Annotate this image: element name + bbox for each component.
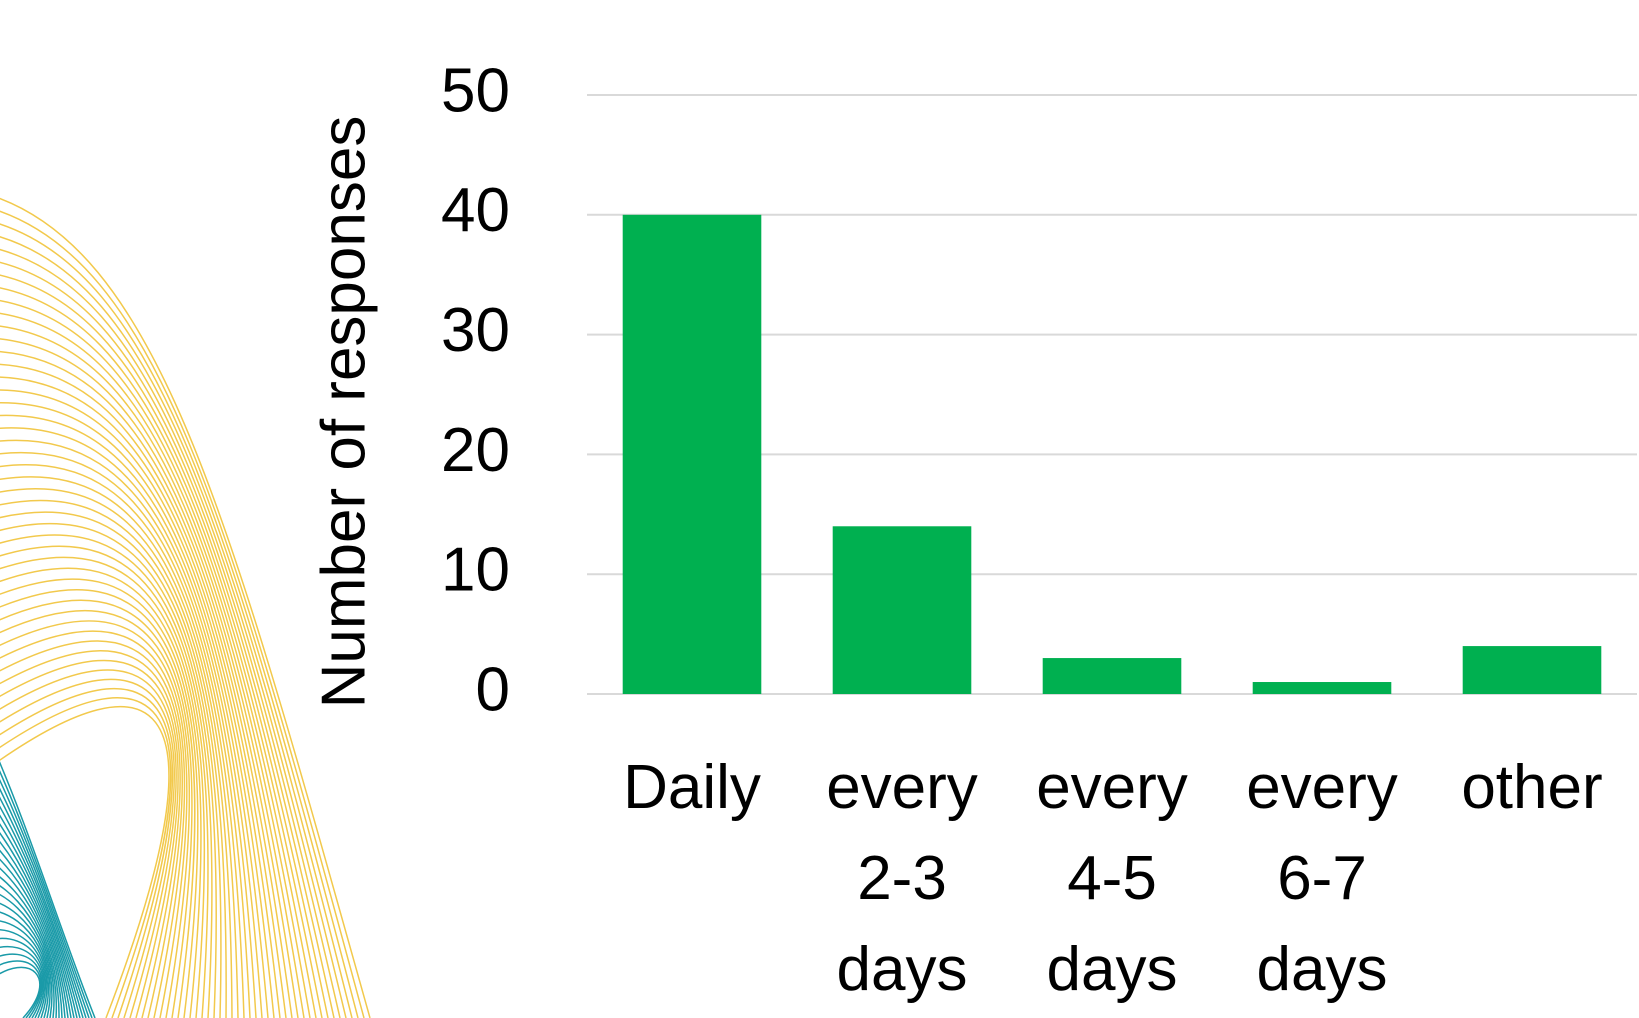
deco-line <box>0 820 71 1018</box>
bar <box>1463 646 1602 694</box>
deco-line <box>0 600 192 1018</box>
y-axis-label: Number of responses <box>309 116 378 709</box>
bar <box>1043 658 1182 694</box>
bar <box>833 526 972 694</box>
deco-line <box>0 660 178 1018</box>
y-tick-label: 0 <box>476 655 510 724</box>
deco-line <box>0 954 42 1018</box>
bar <box>623 215 762 694</box>
x-tick-label: Daily <box>623 753 761 822</box>
y-tick-label: 30 <box>441 296 510 365</box>
chart: Number of responses 0 10 20 30 40 50 Daily ever… <box>0 0 1639 1018</box>
x-tick-label: other <box>1461 753 1602 822</box>
bar <box>1253 682 1392 694</box>
y-tick-label: 50 <box>441 56 510 125</box>
y-tick-label: 20 <box>441 416 510 485</box>
y-tick-label: 40 <box>441 176 510 245</box>
y-tick-label: 10 <box>441 536 510 605</box>
deco-line <box>0 631 185 1018</box>
